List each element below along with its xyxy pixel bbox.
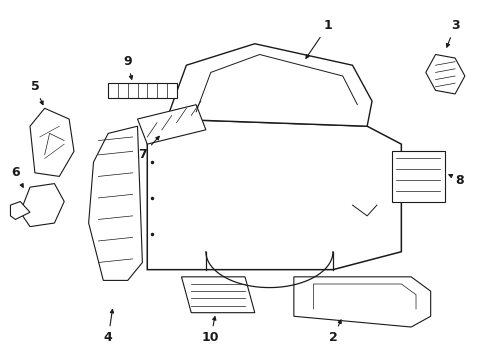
- Polygon shape: [147, 119, 401, 270]
- Text: 7: 7: [138, 136, 159, 161]
- Polygon shape: [10, 202, 30, 220]
- Polygon shape: [294, 277, 431, 327]
- Polygon shape: [167, 44, 372, 126]
- Text: 4: 4: [104, 310, 114, 344]
- Text: 5: 5: [30, 80, 43, 105]
- Polygon shape: [181, 277, 255, 313]
- Text: 8: 8: [449, 174, 465, 186]
- Polygon shape: [426, 54, 465, 94]
- Text: 1: 1: [306, 19, 332, 58]
- Polygon shape: [138, 105, 206, 144]
- Polygon shape: [108, 83, 176, 98]
- Text: 10: 10: [202, 317, 220, 344]
- Polygon shape: [30, 108, 74, 176]
- Polygon shape: [89, 126, 143, 280]
- Text: 9: 9: [123, 55, 133, 79]
- Text: 3: 3: [446, 19, 460, 47]
- Text: 2: 2: [329, 320, 341, 344]
- Text: 6: 6: [11, 166, 23, 187]
- Polygon shape: [392, 151, 445, 202]
- Polygon shape: [20, 184, 64, 226]
